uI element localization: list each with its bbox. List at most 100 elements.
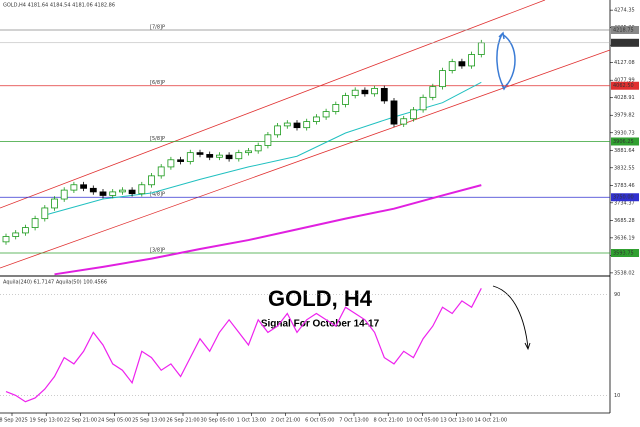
level-name: [7/8]P — [150, 24, 165, 30]
current-price-box — [611, 38, 639, 47]
candle-body — [400, 118, 408, 125]
candle-body — [12, 232, 20, 237]
candle-body — [60, 189, 68, 200]
candle-body — [138, 184, 146, 195]
y-tick-label: 4077.99 — [614, 78, 635, 84]
candle-body — [215, 154, 223, 158]
y-tick-label: 3685.28 — [614, 218, 635, 224]
x-tick-label: 25 Sep 13:00 — [132, 418, 165, 424]
y-tick-label: 3832.55 — [614, 165, 635, 171]
y-tick-label: 3734.37 — [614, 200, 635, 206]
indicator-line — [5, 288, 482, 403]
candle-body — [51, 198, 58, 209]
x-tick-label: 18 Sep 2025 — [0, 418, 28, 424]
indicator-tick-label: 90 — [614, 292, 620, 298]
candle-body — [99, 191, 107, 196]
candle-body — [2, 236, 10, 243]
candle-body — [293, 122, 301, 129]
moving-average — [44, 81, 482, 216]
candle-body — [361, 89, 369, 95]
y-tick-label: 3979.82 — [614, 113, 635, 119]
level-name: [4/8]P — [150, 192, 165, 198]
candle-body — [41, 207, 49, 220]
candle-body — [148, 175, 155, 186]
candle-body — [186, 152, 194, 162]
moving-average — [54, 184, 482, 276]
y-tick-label: 3538.02 — [614, 270, 635, 276]
x-tick-label: 13 Oct 13:00 — [440, 418, 473, 424]
x-tick-label: 6 Oct 05:00 — [305, 418, 334, 424]
candle-body — [390, 100, 398, 125]
candle-body — [283, 122, 291, 127]
candle-body — [109, 191, 117, 196]
level-value: 3906.25 — [613, 139, 634, 145]
level-value: 3593.75 — [613, 251, 634, 257]
level-box — [611, 81, 639, 90]
candle-body — [409, 109, 417, 120]
level-value: 3750.00 — [613, 195, 634, 201]
candle-body — [167, 159, 175, 168]
level-name: [3/8]P — [150, 248, 165, 254]
x-tick-label: 7 Oct 13:00 — [339, 418, 368, 424]
candle-body — [206, 154, 214, 158]
candle-body — [225, 154, 233, 160]
overlay-title: GOLD, H4 — [268, 286, 373, 311]
level-value: 4062.50 — [613, 83, 634, 89]
candle-body — [458, 61, 466, 67]
x-tick-label: 30 Sep 05:00 — [201, 418, 234, 424]
level-value: 4218.75 — [613, 27, 634, 33]
candle-body — [448, 61, 456, 71]
channel-line — [0, 49, 611, 269]
candle-body — [119, 189, 126, 193]
y-tick-label: 3881.64 — [614, 148, 635, 154]
y-tick-label: 4028.91 — [614, 95, 635, 101]
y-tick-label: 3636.19 — [614, 235, 635, 241]
arrow-head — [524, 342, 531, 351]
candle-body — [322, 111, 330, 118]
candle-body — [21, 227, 29, 234]
candle-body — [196, 152, 204, 155]
candle-body — [264, 134, 272, 146]
channel — [0, 0, 611, 269]
candle-body — [128, 189, 136, 195]
candle-body — [157, 166, 165, 177]
candle-body — [89, 187, 97, 193]
indicator-tick-label: 10 — [614, 393, 620, 399]
candle-body — [332, 104, 340, 113]
x-tick-label: 24 Sep 05:00 — [98, 418, 131, 424]
level-box — [611, 137, 639, 146]
candle-body — [254, 145, 262, 152]
candle-body — [429, 86, 437, 98]
y-tick-label: 3930.73 — [614, 130, 635, 136]
candle-body — [177, 159, 185, 162]
level-box — [611, 25, 639, 34]
candle-body — [80, 184, 87, 189]
candle-body — [380, 88, 388, 102]
level-name: [5/8]P — [150, 136, 165, 142]
y-tick-label: 4274.35 — [614, 8, 635, 14]
overlay-subtitle: Signal For October 14-17 — [261, 319, 380, 330]
y-tick-label: 3783.46 — [614, 183, 635, 189]
candle-body — [70, 184, 78, 191]
candle-body — [371, 88, 379, 95]
x-tick-label: 14 Oct 21:00 — [474, 418, 507, 424]
x-tick-label: 1 Oct 13:00 — [237, 418, 266, 424]
candle-body — [303, 121, 311, 129]
indicator-header: Aquila(240) 61.7147 Aquila(50) 100.4566 — [3, 280, 107, 286]
arrow-decoration — [492, 285, 529, 349]
x-tick-label: 19 Sep 13:00 — [30, 418, 63, 424]
x-tick-label: 22 Sep 21:00 — [64, 418, 97, 424]
y-tick-label: 4127.08 — [614, 60, 635, 66]
header: GOLD,H4 4181.64 4184.54 4181.06 4182.86 — [3, 3, 115, 9]
channel-line — [0, 0, 546, 209]
x-tick-label: 8 Oct 21:00 — [373, 418, 402, 424]
candle-body — [245, 150, 252, 154]
current-price-label: 4182.86 — [613, 40, 634, 46]
candle-body — [468, 54, 476, 67]
arrow-decoration — [496, 33, 516, 89]
candle-body — [419, 96, 427, 111]
level-box — [611, 193, 639, 202]
candle-body — [274, 125, 282, 136]
x-tick-label: 2 Oct 21:00 — [271, 418, 300, 424]
